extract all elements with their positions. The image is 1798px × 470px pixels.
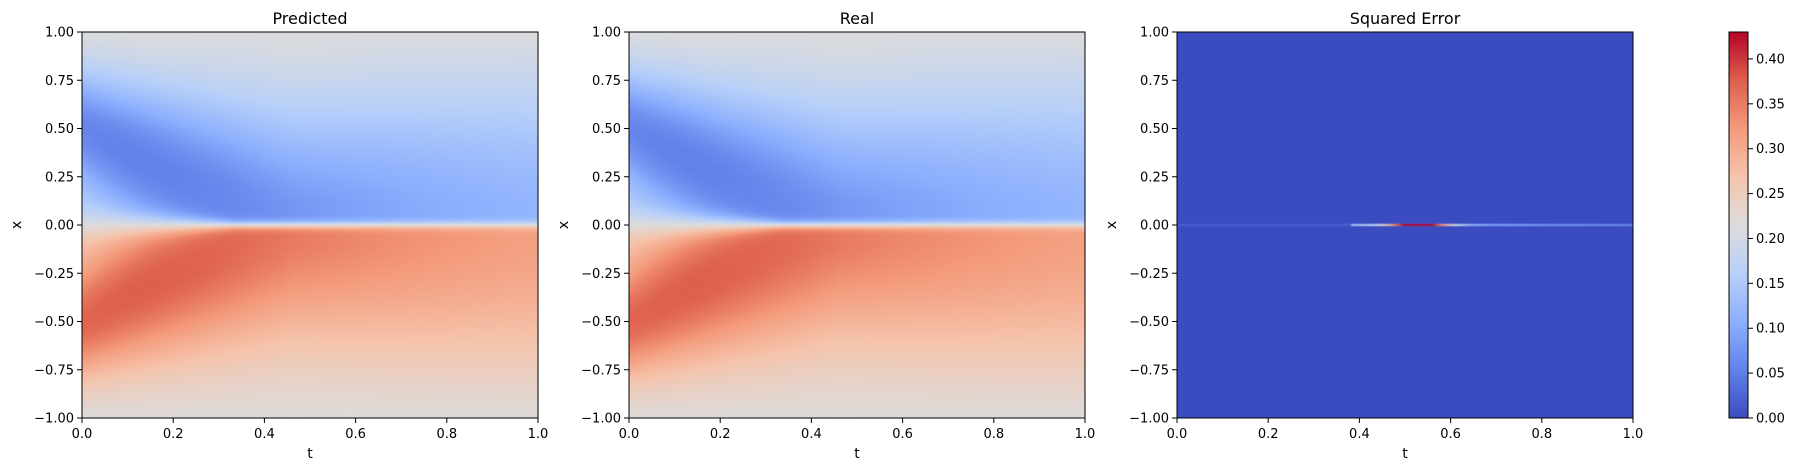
x-tick-label: 0.8 [983,427,1004,442]
x-tick-label: 0.0 [72,427,93,442]
y-tick-label: 0.50 [1140,122,1169,137]
y-tick-label: 1.00 [45,26,74,41]
colorbar-tick-label: 0.00 [1756,412,1785,427]
y-tick-label: −0.75 [34,363,74,378]
panel-title: Squared Error [1350,9,1461,28]
x-tick-label: 0.6 [345,427,366,442]
y-ticks: 1.00 0.75 0.50 0.25 0.00 −0.25 −0.50 −0.75 −1.00 [34,26,82,427]
y-tick-label: 0.25 [1140,170,1169,185]
panel-title: Real [840,9,875,28]
y-tick-label: −0.50 [1129,315,1169,330]
colorbar-tick-label: 0.15 [1756,277,1785,292]
x-ticks: 0.0 0.2 0.4 0.6 0.8 1.0 [619,418,1096,442]
colorbar-ticks: 0.00 0.05 0.10 0.15 0.20 0.25 0.30 0.35 0.40 [1748,52,1785,427]
colorbar-tick-label: 0.10 [1756,322,1785,337]
x-tick-label: 1.0 [1623,427,1644,442]
x-ticks: 0.0 0.2 0.4 0.6 0.8 1.0 [1167,418,1644,442]
y-tick-label: 0.75 [45,74,74,89]
x-tick-label: 0.0 [1167,427,1188,442]
y-tick-label: 0.75 [1140,74,1169,89]
y-tick-label: −0.25 [1129,267,1169,282]
y-axis-label: x [556,221,572,229]
y-axis-label: x [1104,221,1120,229]
colorbar-tick-label: 0.40 [1756,52,1785,67]
x-axis-label: t [307,446,313,462]
y-tick-label: −1.00 [1129,412,1169,427]
colorbar-tick-label: 0.30 [1756,142,1785,157]
y-tick-label: −0.75 [1129,363,1169,378]
panel-real: Real t x 0.0 0.2 0.4 0.6 0.8 1.0 1.00 0.75 0.50… [556,9,1095,462]
y-tick-label: −0.75 [581,363,621,378]
colorbar-tick-label: 0.35 [1756,97,1785,112]
heatmap-squared-error [1177,32,1633,418]
panel-squared-error: Squared Error t x 0.0 0.2 0.4 0.6 0.8 1.0 1.0… [1104,9,1643,462]
heatmap-real [629,32,1085,418]
x-axis-label: t [854,446,860,462]
colorbar-gradient [1728,31,1749,419]
x-tick-label: 1.0 [1075,427,1096,442]
x-tick-label: 0.8 [1531,427,1552,442]
y-tick-label: 0.00 [592,219,621,234]
x-tick-label: 0.2 [1258,427,1279,442]
y-tick-label: 0.00 [45,219,74,234]
x-ticks: 0.0 0.2 0.4 0.6 0.8 1.0 [72,418,549,442]
y-tick-label: −1.00 [581,412,621,427]
y-tick-label: 1.00 [1140,26,1169,41]
y-tick-label: 1.00 [592,26,621,41]
y-ticks: 1.00 0.75 0.50 0.25 0.00 −0.25 −0.50 −0.75 −1.00 [581,26,629,427]
y-tick-label: 0.25 [592,170,621,185]
x-tick-label: 0.8 [436,427,457,442]
y-tick-label: −0.50 [581,315,621,330]
y-tick-label: 0.75 [592,74,621,89]
x-tick-label: 0.6 [892,427,913,442]
heatmap-predicted [82,32,538,418]
colorbar: 0.00 0.05 0.10 0.15 0.20 0.25 0.30 0.35 0.40 [1728,31,1785,427]
colorbar-tick-label: 0.25 [1756,187,1785,202]
x-tick-label: 0.6 [1440,427,1461,442]
y-tick-label: 0.00 [1140,219,1169,234]
panel-title: Predicted [272,9,347,28]
y-ticks: 1.00 0.75 0.50 0.25 0.00 −0.25 −0.50 −0.75 −1.00 [1129,26,1177,427]
y-tick-label: −0.25 [34,267,74,282]
x-tick-label: 0.4 [254,427,275,442]
y-tick-label: −0.50 [34,315,74,330]
panel-predicted: Predicted t x 0.0 0.2 0.4 0.6 0.8 1.0 1.00 0.7… [9,9,548,462]
colorbar-tick-label: 0.20 [1756,232,1785,247]
colorbar-tick-label: 0.05 [1756,367,1785,382]
x-tick-label: 0.4 [1349,427,1370,442]
y-axis-label: x [9,221,25,229]
x-tick-label: 0.4 [801,427,822,442]
y-tick-label: −0.25 [581,267,621,282]
y-tick-label: 0.50 [592,122,621,137]
y-tick-label: 0.25 [45,170,74,185]
y-tick-label: 0.50 [45,122,74,137]
y-tick-label: −1.00 [34,412,74,427]
x-axis-label: t [1402,446,1408,462]
x-tick-label: 0.0 [619,427,640,442]
x-tick-label: 0.2 [163,427,184,442]
x-tick-label: 0.2 [710,427,731,442]
x-tick-label: 1.0 [528,427,549,442]
